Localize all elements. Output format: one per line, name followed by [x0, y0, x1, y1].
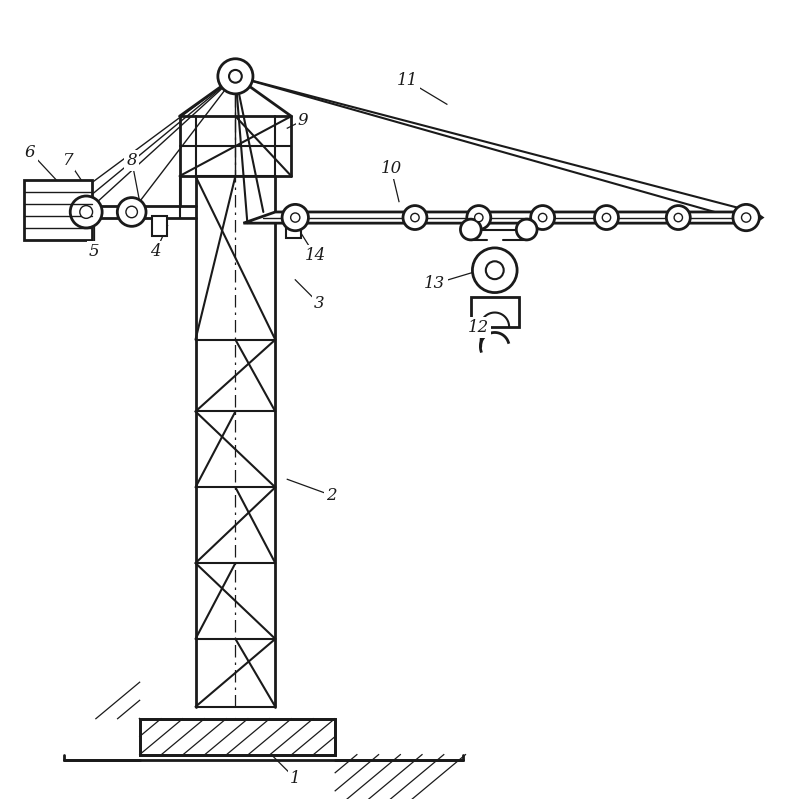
Text: 14: 14: [305, 248, 326, 264]
Text: 2: 2: [326, 487, 337, 503]
Circle shape: [282, 205, 308, 231]
Circle shape: [486, 261, 504, 279]
Bar: [152, 216, 167, 236]
Circle shape: [229, 70, 242, 82]
Text: 6: 6: [25, 144, 36, 161]
Circle shape: [290, 213, 300, 222]
Text: 4: 4: [150, 244, 161, 260]
Circle shape: [475, 213, 483, 222]
Circle shape: [218, 59, 253, 93]
Bar: [471, 296, 519, 327]
Circle shape: [403, 205, 427, 229]
Circle shape: [602, 213, 610, 222]
Text: 8: 8: [126, 152, 137, 169]
Circle shape: [741, 213, 751, 222]
Text: 7: 7: [62, 152, 73, 169]
Circle shape: [460, 219, 481, 240]
Circle shape: [516, 219, 537, 240]
Bar: [140, 718, 335, 754]
Circle shape: [472, 248, 517, 292]
Polygon shape: [243, 212, 762, 223]
Text: 13: 13: [425, 276, 445, 292]
Text: 10: 10: [381, 160, 401, 177]
Circle shape: [126, 206, 137, 217]
Text: 11: 11: [397, 72, 417, 89]
Circle shape: [117, 197, 146, 226]
Circle shape: [733, 205, 760, 231]
Text: 9: 9: [298, 112, 309, 129]
Text: 5: 5: [89, 244, 100, 260]
Text: 3: 3: [314, 296, 325, 312]
Bar: [24, 180, 92, 240]
Bar: [286, 217, 301, 237]
Bar: [140, 718, 335, 754]
Circle shape: [80, 205, 93, 218]
Circle shape: [595, 205, 618, 229]
Text: 1: 1: [290, 770, 301, 787]
Circle shape: [539, 213, 547, 222]
Circle shape: [666, 205, 690, 229]
Circle shape: [70, 196, 102, 228]
Circle shape: [674, 213, 682, 222]
Circle shape: [411, 213, 419, 222]
Circle shape: [531, 205, 555, 229]
Circle shape: [467, 205, 491, 229]
Text: 12: 12: [468, 319, 489, 336]
